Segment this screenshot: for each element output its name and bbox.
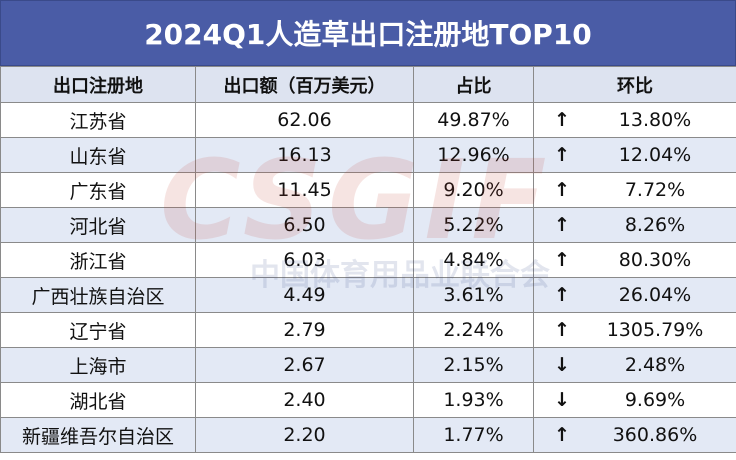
header-cell: 占比	[413, 66, 534, 103]
region-cell: 山东省	[0, 137, 196, 173]
trend-arrow: ↑	[554, 424, 570, 446]
trend-arrow: ↑	[554, 179, 570, 201]
share-cell: 49.87%	[413, 102, 534, 138]
value-cell: 2.79	[195, 312, 414, 348]
header-cell: 出口额（百万美元）	[195, 66, 414, 103]
share-cell: 1.77%	[413, 417, 534, 453]
change-cell: ↓ 2.48%	[533, 347, 736, 383]
row: 上海市 2.67 2.15% ↓ 2.48%	[0, 347, 736, 383]
value-cell: 62.06	[195, 102, 414, 138]
header-row: 出口注册地 出口额（百万美元） 占比 环比	[0, 66, 736, 103]
share-cell: 2.15%	[413, 347, 534, 383]
trend-arrow: ↑	[554, 284, 570, 306]
trend-arrow: ↑	[554, 144, 570, 166]
table: 出口注册地 出口额（百万美元） 占比 环比 江苏省 62.06 49.87% ↑ 13.80%…	[0, 66, 736, 453]
change-value: 8.26%	[624, 214, 686, 236]
region-cell: 辽宁省	[0, 312, 196, 348]
share-cell: 2.24%	[413, 312, 534, 348]
change-cell: ↑ 12.04%	[533, 137, 736, 173]
row: 河北省 6.50 5.22% ↑ 8.26%	[0, 207, 736, 243]
change-value: 2.48%	[624, 354, 686, 376]
change-value: 12.04%	[618, 144, 692, 166]
region-cell: 浙江省	[0, 242, 196, 278]
value-cell: 4.49	[195, 277, 414, 313]
change-value: 26.04%	[618, 284, 692, 306]
share-cell: 5.22%	[413, 207, 534, 243]
table-body: 江苏省 62.06 49.87% ↑ 13.80% 山东省 16.13 12.96% ↑ 12.0…	[0, 102, 736, 453]
change-value: 13.80%	[618, 109, 692, 131]
region-cell: 湖北省	[0, 382, 196, 418]
value-cell: 6.50	[195, 207, 414, 243]
value-cell: 11.45	[195, 172, 414, 208]
change-cell: ↑ 8.26%	[533, 207, 736, 243]
change-value: 7.72%	[624, 179, 686, 201]
header-cell: 环比	[533, 66, 736, 103]
value-cell: 2.40	[195, 382, 414, 418]
share-cell: 3.61%	[413, 277, 534, 313]
value-cell: 6.03	[195, 242, 414, 278]
row: 广东省 11.45 9.20% ↑ 7.72%	[0, 172, 736, 208]
share-cell: 4.84%	[413, 242, 534, 278]
change-cell: ↓ 9.69%	[533, 382, 736, 418]
share-cell: 1.93%	[413, 382, 534, 418]
region-cell: 河北省	[0, 207, 196, 243]
row: 山东省 16.13 12.96% ↑ 12.04%	[0, 137, 736, 173]
title: 2024Q1人造草出口注册地TOP10	[0, 0, 736, 66]
trend-arrow: ↑	[554, 214, 570, 236]
change-value: 80.30%	[618, 249, 692, 271]
change-value: 9.69%	[624, 389, 686, 411]
region-cell: 广西壮族自治区	[0, 277, 196, 313]
value-cell: 16.13	[195, 137, 414, 173]
row: 广西壮族自治区 4.49 3.61% ↑ 26.04%	[0, 277, 736, 313]
value-cell: 2.20	[195, 417, 414, 453]
row: 浙江省 6.03 4.84% ↑ 80.30%	[0, 242, 736, 278]
row: 新疆维吾尔自治区 2.20 1.77% ↑ 360.86%	[0, 417, 736, 453]
region-cell: 广东省	[0, 172, 196, 208]
change-value: 1305.79%	[606, 319, 704, 341]
row: 辽宁省 2.79 2.24% ↑ 1305.79%	[0, 312, 736, 348]
change-value: 360.86%	[612, 424, 698, 446]
change-cell: ↑ 360.86%	[533, 417, 736, 453]
header-cell: 出口注册地	[0, 66, 196, 103]
row: 湖北省 2.40 1.93% ↓ 9.69%	[0, 382, 736, 418]
change-cell: ↑ 80.30%	[533, 242, 736, 278]
change-cell: ↑ 26.04%	[533, 277, 736, 313]
region-cell: 上海市	[0, 347, 196, 383]
change-cell: ↑ 7.72%	[533, 172, 736, 208]
trend-arrow: ↓	[554, 389, 570, 411]
change-cell: ↑ 1305.79%	[533, 312, 736, 348]
trend-arrow: ↓	[554, 354, 570, 376]
change-cell: ↑ 13.80%	[533, 102, 736, 138]
row: 江苏省 62.06 49.87% ↑ 13.80%	[0, 102, 736, 138]
region-cell: 新疆维吾尔自治区	[0, 417, 196, 453]
trend-arrow: ↑	[554, 319, 570, 341]
share-cell: 12.96%	[413, 137, 534, 173]
share-cell: 9.20%	[413, 172, 534, 208]
trend-arrow: ↑	[554, 249, 570, 271]
trend-arrow: ↑	[554, 109, 570, 131]
value-cell: 2.67	[195, 347, 414, 383]
region-cell: 江苏省	[0, 102, 196, 138]
